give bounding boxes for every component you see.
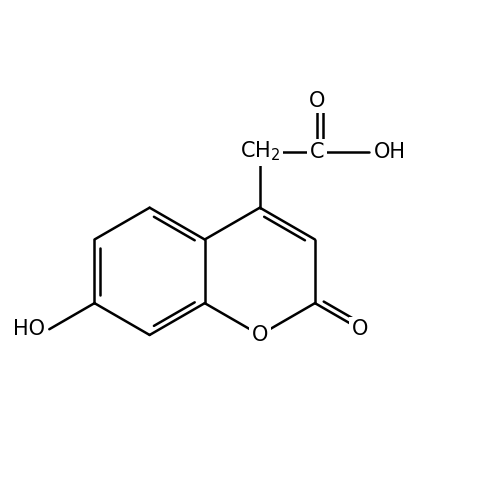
Text: O: O (352, 319, 368, 339)
Text: C: C (310, 142, 324, 162)
Text: CH$_2$: CH$_2$ (240, 140, 280, 163)
Text: OH: OH (374, 142, 406, 162)
Text: O: O (309, 91, 325, 111)
Text: HO: HO (13, 319, 45, 339)
Text: O: O (251, 325, 268, 345)
